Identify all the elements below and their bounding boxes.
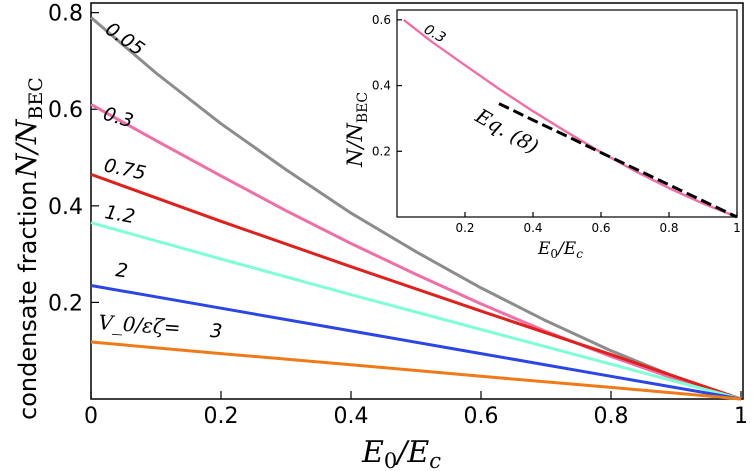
main-x-axis-label: E0/Ec <box>361 435 441 471</box>
curve-label-0.05: 0.05 <box>101 18 148 60</box>
main-xtick-label: 1 <box>734 404 748 429</box>
inset-series-Eq.8 <box>498 102 738 219</box>
main-series-1.2 <box>90 221 742 401</box>
main-ytick-label: 0.2 <box>48 291 83 316</box>
curve-label-3-prefix: V_0/εζ= <box>98 310 182 340</box>
main-y-axis-label-prefix: condensate fraction <box>14 180 42 420</box>
curve-label-3: 3 <box>209 320 223 343</box>
main-ytick-label: 0.4 <box>48 195 83 220</box>
main-xtick-label: 0.8 <box>594 404 629 429</box>
main-series-0.3 <box>90 103 742 401</box>
main-y-axis-label: condensate fraction N/NBEC <box>10 77 47 420</box>
main-xtick-label: 0.6 <box>464 404 499 429</box>
main-plot-frame <box>90 2 744 400</box>
inset-ytick-label: 0.6 <box>372 13 391 27</box>
inset-ytick-label: 0.4 <box>372 79 391 93</box>
inset-series-group <box>403 18 738 219</box>
main-y-axis-label-math: N/NBEC <box>10 77 47 179</box>
main-series-group <box>90 16 742 401</box>
inset-xtick-label: 0.2 <box>455 221 474 235</box>
curve-label-2: 2 <box>114 259 129 282</box>
inset-y-ticks: 0.2 0.4 0.6 <box>372 13 402 158</box>
main-ytick-label: 0.6 <box>48 98 83 123</box>
inset-x-axis-label: E0/Ec <box>537 239 583 261</box>
main-y-ticks: 0.2 0.4 0.6 0.8 <box>48 2 99 316</box>
inset-series-0.3 <box>403 18 738 219</box>
inset-xtick-label: 0.6 <box>591 221 610 235</box>
inset-xtick-label: 1 <box>733 221 741 235</box>
main-xtick-label: 0.2 <box>204 404 239 429</box>
main-xtick-label: 0 <box>84 404 98 429</box>
main-x-ticks: 0 0.2 0.4 0.6 0.8 1 <box>84 391 748 429</box>
inset-x-ticks: 0.2 0.4 0.6 0.8 1 <box>455 212 741 235</box>
inset-xtick-label: 0.8 <box>659 221 678 235</box>
main-xtick-label: 0.4 <box>334 404 369 429</box>
inset-plot-frame <box>396 9 738 218</box>
inset-ytick-label: 0.2 <box>372 144 391 158</box>
main-ytick-label: 0.8 <box>48 2 83 27</box>
main-series-0.75 <box>90 172 742 401</box>
main-series-3 <box>90 340 742 401</box>
main-series-2 <box>90 284 742 401</box>
inset-background <box>397 10 737 217</box>
inset-xtick-label: 0.4 <box>523 221 542 235</box>
curve-label-1.2: 1.2 <box>103 201 137 228</box>
inset-y-axis-label-text: N/NBEC <box>343 92 371 168</box>
main-series-0.05 <box>90 16 742 401</box>
inset-y-axis-label: N/NBEC <box>343 92 371 168</box>
curve-label-3-group: V_0/εζ= 3 <box>98 310 223 343</box>
curve-label-0.3: 0.3 <box>101 103 136 133</box>
